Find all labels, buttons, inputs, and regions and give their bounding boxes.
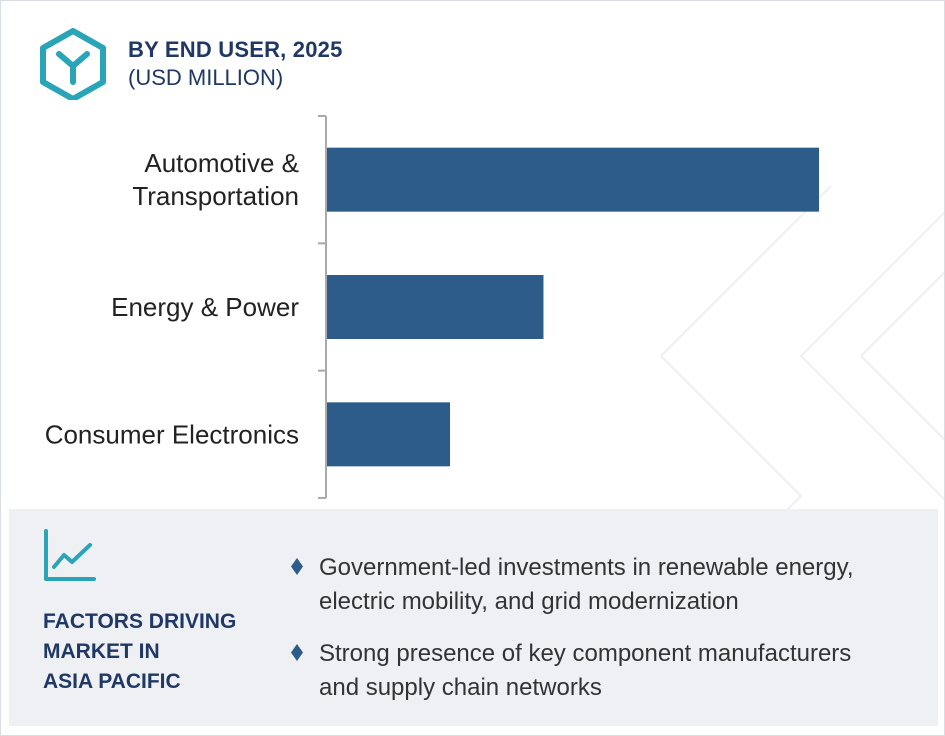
- chart-subtitle: (USD MILLION): [128, 65, 284, 90]
- list-item: Government-led investments in renewable …: [289, 551, 929, 619]
- factors-heading: FACTORS DRIVING MARKET IN ASIA PACIFIC: [43, 607, 273, 697]
- bar-chart: Automotive &Transportation Energy & Power…: [45, 115, 819, 499]
- bar: [327, 402, 450, 467]
- factors-heading-line: FACTORS DRIVING: [43, 610, 237, 633]
- category-label: Energy & Power: [111, 292, 299, 322]
- factors-heading-line: ASIA PACIFIC: [43, 670, 181, 693]
- bar: [327, 275, 544, 339]
- diamond-bullet-icon: [291, 558, 303, 575]
- list-item-text: Government-led investments in renewable …: [319, 551, 929, 619]
- bar: [327, 147, 819, 212]
- list-item-line: and supply chain networks: [319, 674, 602, 701]
- category-label: Transportation: [132, 181, 299, 211]
- chart-title: BY END USER, 2025: [128, 37, 343, 62]
- list-item: Strong presence of key component manufac…: [289, 637, 929, 705]
- factors-panel: FACTORS DRIVING MARKET IN ASIA PACIFIC G…: [9, 509, 938, 726]
- hexagon-y-logo-icon: [40, 28, 106, 100]
- factors-list: Government-led investments in renewable …: [289, 551, 929, 723]
- factors-heading-line: MARKET IN: [43, 640, 160, 663]
- list-item-line: Government-led investments in renewable …: [319, 554, 854, 581]
- diamond-bullet-icon: [291, 644, 303, 661]
- list-item-line: electric mobility, and grid modernizatio…: [319, 588, 739, 615]
- category-label: Consumer Electronics: [45, 419, 299, 449]
- list-item-line: Strong presence of key component manufac…: [319, 640, 852, 667]
- line-chart-icon: [44, 529, 96, 581]
- list-item-text: Strong presence of key component manufac…: [319, 637, 929, 705]
- category-label: Automotive &: [144, 148, 299, 178]
